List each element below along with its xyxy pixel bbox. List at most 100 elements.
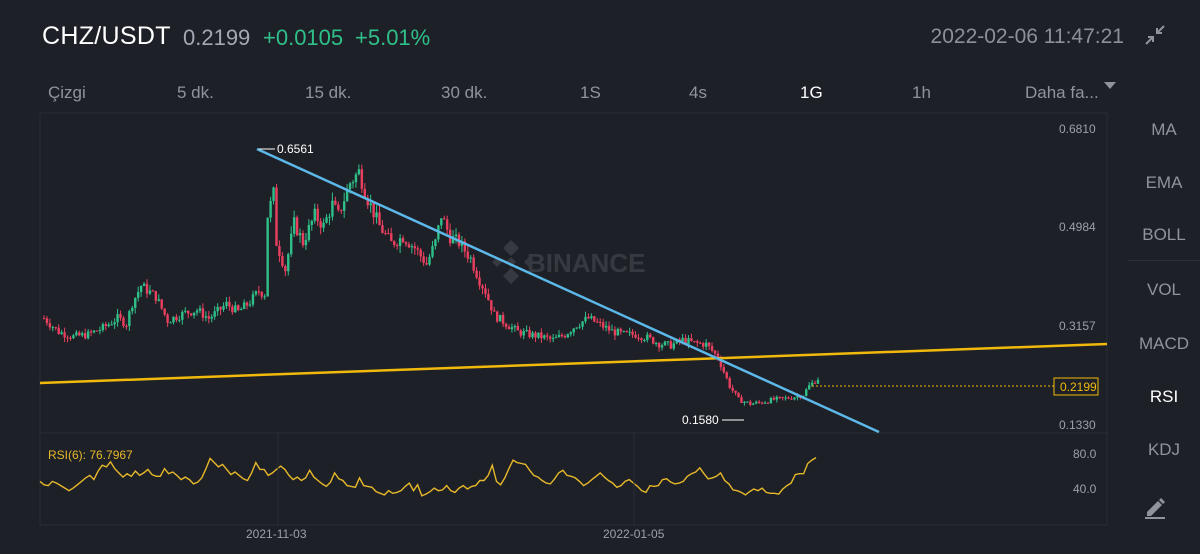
candle-body bbox=[725, 372, 728, 379]
candle-body bbox=[463, 241, 467, 252]
tab-1w[interactable]: 1h bbox=[912, 83, 931, 102]
candle-body bbox=[219, 306, 222, 310]
candle-body bbox=[95, 330, 99, 332]
candle-body bbox=[266, 217, 269, 297]
tab-1d[interactable]: 1G bbox=[800, 83, 823, 102]
candle-body bbox=[416, 248, 419, 250]
candle-body bbox=[713, 350, 717, 354]
candle-body bbox=[148, 290, 152, 294]
candle-body bbox=[301, 233, 305, 246]
tab-5m[interactable]: 5 dk. bbox=[177, 83, 214, 102]
candle-body bbox=[187, 310, 190, 314]
tab-30m[interactable]: 30 dk. bbox=[441, 83, 488, 102]
candle-body bbox=[269, 200, 272, 218]
price-change-percent: +5.01% bbox=[355, 25, 431, 50]
candle-body bbox=[754, 401, 758, 404]
candle-body bbox=[210, 316, 213, 319]
candle-body bbox=[716, 353, 720, 359]
candle-body bbox=[428, 256, 431, 265]
candle-body bbox=[660, 345, 664, 348]
indicator-vol[interactable]: VOL bbox=[1146, 280, 1182, 299]
candle-body bbox=[401, 238, 405, 243]
candle-body bbox=[622, 331, 625, 333]
tab-15m[interactable]: 15 dk. bbox=[305, 83, 352, 102]
candle-body bbox=[522, 331, 525, 336]
candle-body bbox=[410, 246, 414, 248]
candle-body bbox=[363, 188, 366, 198]
rsi-line bbox=[39, 457, 817, 497]
candle-body bbox=[454, 234, 458, 237]
candle-body bbox=[287, 254, 290, 272]
candle-body bbox=[201, 308, 205, 318]
price-chart[interactable]: BINANCE 0.6810 0.4984 0.3157 0.1330 0.65… bbox=[0, 0, 1128, 554]
low-marker: 0.1580 bbox=[682, 413, 744, 427]
candle-body bbox=[510, 327, 514, 330]
candle-body bbox=[516, 325, 520, 331]
price-tick-label: 0.1330 bbox=[1059, 418, 1096, 432]
indicator-rsi[interactable]: RSI bbox=[1149, 387, 1179, 406]
candle-body bbox=[313, 208, 316, 221]
candle-body bbox=[472, 257, 475, 271]
tab-line[interactable]: Çizgi bbox=[48, 83, 86, 102]
candle-body bbox=[63, 332, 66, 338]
candle-body bbox=[242, 302, 246, 310]
tab-1h-hour[interactable]: 1S bbox=[580, 83, 601, 102]
resistance-trendline bbox=[256, 147, 880, 434]
chevron-down-icon[interactable] bbox=[1104, 82, 1116, 89]
header: CHZ/USDT 0.2199 +0.0105 +5.01% 2022-02-0… bbox=[0, 0, 1200, 76]
candle-body bbox=[281, 255, 284, 266]
tab-4h[interactable]: 4s bbox=[689, 83, 707, 102]
candle-body bbox=[766, 402, 770, 404]
chart-gridlines bbox=[39, 112, 1108, 526]
indicator-macd[interactable]: MACD bbox=[1138, 334, 1190, 353]
candle-body bbox=[328, 216, 331, 218]
candle-body bbox=[307, 224, 311, 241]
candle-body bbox=[749, 401, 752, 405]
indicator-kdj[interactable]: KDJ bbox=[1147, 440, 1181, 459]
candle-body bbox=[469, 257, 472, 259]
tab-more[interactable]: Daha fa... bbox=[1025, 83, 1099, 102]
candle-body bbox=[719, 358, 723, 368]
candle-body bbox=[643, 339, 646, 341]
candle-body bbox=[546, 335, 549, 337]
pencil-icon[interactable] bbox=[1142, 494, 1168, 520]
candle-body bbox=[702, 343, 705, 347]
indicator-ema[interactable]: EMA bbox=[1145, 173, 1183, 192]
current-price-label: 0.2199 bbox=[1060, 380, 1097, 394]
collapse-arrows-icon[interactable] bbox=[1144, 24, 1166, 46]
candle-body bbox=[134, 297, 137, 308]
candle-body bbox=[681, 337, 684, 342]
candle-body bbox=[631, 331, 634, 335]
candle-body bbox=[231, 306, 234, 313]
candle-body bbox=[275, 187, 278, 246]
candle-body bbox=[128, 311, 131, 327]
candle-body bbox=[390, 233, 393, 242]
candle-body bbox=[178, 319, 181, 321]
candle-body bbox=[351, 182, 355, 184]
candle-body bbox=[425, 262, 428, 265]
candle-body bbox=[384, 232, 387, 234]
candle-body bbox=[752, 403, 755, 405]
candle-body bbox=[596, 321, 599, 323]
candle-body bbox=[216, 306, 219, 312]
candle-body bbox=[740, 397, 743, 403]
candle-body bbox=[599, 321, 602, 323]
interval-tabs: Çizgi 5 dk. 15 dk. 30 dk. 1S 4s 1G 1h Da… bbox=[0, 76, 1200, 112]
rsi-label: RSI(6): 76.7967 bbox=[48, 448, 133, 462]
candle-body bbox=[304, 240, 308, 246]
candle-body bbox=[284, 265, 287, 272]
candle-body bbox=[722, 367, 726, 373]
candle-body bbox=[342, 201, 346, 211]
candle-body bbox=[136, 291, 140, 298]
pair-title: CHZ/USDT bbox=[42, 22, 171, 50]
candle-body bbox=[222, 306, 225, 310]
candle-body bbox=[84, 333, 87, 339]
candle-body bbox=[48, 323, 52, 328]
candle-body bbox=[490, 300, 493, 311]
candle-body bbox=[769, 397, 773, 404]
candle-body bbox=[57, 327, 60, 334]
indicator-boll[interactable]: BOLL bbox=[1142, 225, 1186, 244]
candle-body bbox=[675, 339, 678, 344]
candle-body bbox=[575, 327, 578, 329]
indicator-ma[interactable]: MA bbox=[1151, 120, 1177, 139]
